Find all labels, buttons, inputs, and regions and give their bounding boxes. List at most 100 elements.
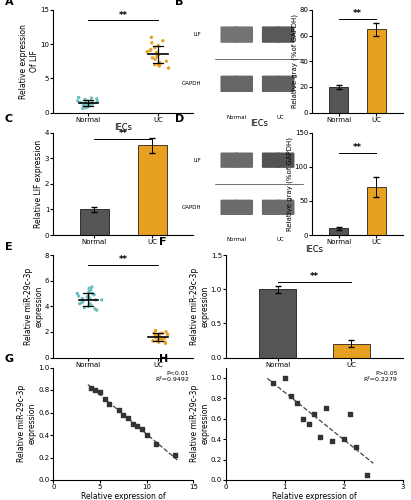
Text: **: ** [310,272,319,281]
Point [153,48,160,56]
Point [311,410,318,418]
Point [83,104,89,112]
Point [88,301,94,309]
Y-axis label: Relative LIF expression: Relative LIF expression [35,140,44,228]
Point [82,96,88,104]
Point [150,337,156,345]
FancyBboxPatch shape [262,26,279,43]
Point [152,332,159,340]
Point [171,452,178,459]
Text: Normal: Normal [226,237,246,242]
Point [115,406,122,414]
Text: UC: UC [277,237,284,242]
FancyBboxPatch shape [262,200,279,215]
Point [86,284,92,292]
Point [74,290,81,298]
Point [134,422,141,430]
Point [157,60,164,68]
FancyBboxPatch shape [220,152,238,168]
Point [152,326,159,334]
Point [83,96,89,104]
Point [75,292,82,300]
Text: GAPDH: GAPDH [182,82,202,86]
FancyBboxPatch shape [235,76,253,92]
Point [125,414,131,422]
Point [152,440,159,448]
Point [299,414,306,422]
Text: E: E [5,242,12,252]
Point [76,300,83,308]
Y-axis label: Relative miR-29c-3p
expression: Relative miR-29c-3p expression [190,268,209,345]
Point [163,57,170,65]
Point [153,337,160,345]
Point [152,55,159,63]
Title: IECs: IECs [305,245,323,254]
Text: LIF: LIF [194,158,202,162]
Text: GAPDH: GAPDH [182,205,202,210]
Point [147,46,154,54]
Point [270,379,277,387]
Y-axis label: Relative miR-29c-3p
expression: Relative miR-29c-3p expression [24,268,44,345]
Point [79,104,86,112]
Text: UC: UC [277,114,284,119]
Text: Normal: Normal [226,114,246,119]
FancyBboxPatch shape [277,152,294,168]
Point [80,101,87,109]
Point [77,98,84,106]
Point [83,99,89,107]
Point [153,332,159,340]
Point [148,34,155,42]
Bar [333,344,369,358]
Point [293,400,300,407]
Point [163,328,169,336]
Text: P>0.05
R²=0.2279: P>0.05 R²=0.2279 [364,371,397,382]
FancyBboxPatch shape [235,200,253,215]
X-axis label: Relative expression of
LIF protein: Relative expression of LIF protein [81,492,166,500]
Point [87,300,93,308]
Text: **: ** [119,10,128,20]
Y-axis label: Relative miR-29c-3p
expression: Relative miR-29c-3p expression [17,385,37,462]
Text: **: ** [119,129,128,138]
Point [92,296,99,304]
Point [346,410,353,418]
Point [317,433,323,441]
Point [91,290,97,298]
Point [92,305,98,313]
Point [159,336,165,344]
Point [153,333,159,341]
Point [158,329,165,337]
Text: **: ** [353,10,362,18]
Bar [329,228,348,235]
Text: IECs: IECs [250,120,268,128]
Text: D: D [175,114,185,124]
Point [156,330,163,338]
Point [329,437,335,445]
Point [154,52,160,60]
Point [157,334,164,342]
Point [155,42,162,50]
Text: H: H [159,354,168,364]
Point [92,386,99,394]
FancyBboxPatch shape [277,76,294,92]
Point [85,288,92,296]
Point [86,287,93,295]
Point [88,384,94,392]
Point [74,97,81,105]
Point [159,37,166,45]
Text: G: G [5,354,14,364]
FancyBboxPatch shape [262,152,279,168]
Point [155,62,162,70]
Point [88,286,94,294]
Point [143,431,150,439]
Text: **: ** [353,142,362,152]
Point [85,302,92,310]
Point [152,333,159,341]
Text: C: C [5,114,13,124]
Point [84,103,91,111]
FancyBboxPatch shape [277,200,294,215]
Point [305,420,312,428]
Text: A: A [5,0,13,7]
Point [139,426,145,434]
FancyBboxPatch shape [262,76,279,92]
Point [81,304,88,312]
